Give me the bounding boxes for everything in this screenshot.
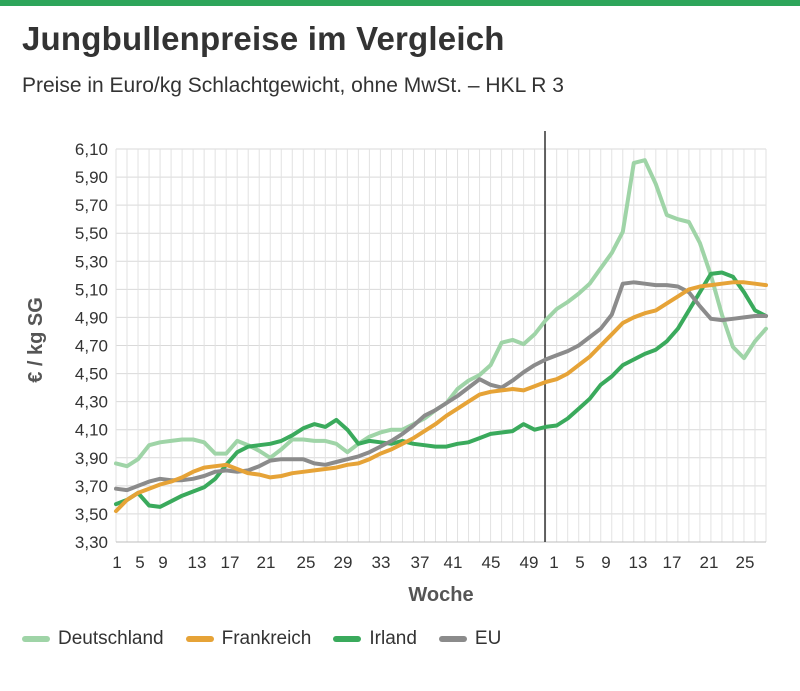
x-tick-label: 5 bbox=[575, 553, 584, 572]
x-tick-label: 17 bbox=[663, 553, 682, 572]
x-tick-label: 25 bbox=[297, 553, 316, 572]
y-tick-label: 4,70 bbox=[75, 337, 108, 356]
y-axis-label: € / kg SG bbox=[25, 297, 47, 383]
legend-label: Frankreich bbox=[221, 628, 312, 649]
x-tick-label: 49 bbox=[520, 553, 539, 572]
legend-item-irland: Irland bbox=[333, 628, 417, 650]
x-tick-label: 33 bbox=[372, 553, 391, 572]
legend-swatch bbox=[22, 636, 50, 642]
legend: Deutschland Frankreich Irland EU bbox=[22, 628, 523, 650]
x-tick-label: 21 bbox=[700, 553, 719, 572]
x-tick-label: 5 bbox=[135, 553, 144, 572]
y-tick-label: 5,10 bbox=[75, 280, 108, 299]
x-tick-label: 9 bbox=[158, 553, 167, 572]
y-tick-label: 5,50 bbox=[75, 224, 108, 243]
legend-swatch bbox=[438, 636, 467, 642]
x-tick-label: 21 bbox=[257, 553, 276, 572]
x-tick-label: 37 bbox=[411, 553, 430, 572]
series-line-irland bbox=[114, 270, 768, 509]
legend-swatch bbox=[185, 636, 214, 642]
x-tick-label: 13 bbox=[629, 553, 648, 572]
x-tick-label: 45 bbox=[482, 553, 501, 572]
gridlines bbox=[115, 148, 767, 543]
legend-label: Deutschland bbox=[58, 628, 164, 649]
y-tick-label: 6,10 bbox=[75, 140, 108, 159]
top-accent-bar bbox=[0, 0, 800, 6]
legend-item-eu: EU bbox=[438, 628, 502, 650]
legend-item-deutschland: Deutschland bbox=[22, 628, 164, 650]
x-tick-label: 29 bbox=[334, 553, 353, 572]
series-line-frankreich bbox=[114, 280, 768, 514]
x-axis-tick-labels: 1 5 9 13 17 21 25 29 33 37 41 45 49 1 5 9 13 17 21 25 bbox=[112, 553, 754, 572]
x-tick-label: 9 bbox=[601, 553, 610, 572]
x-tick-label: 41 bbox=[444, 553, 463, 572]
y-axis-tick-labels: 6,10 5,90 5,70 5,50 5,30 5,10 4,90 4,70 4,50 4,30… bbox=[75, 140, 108, 552]
chart-title: Jungbullenpreise im Vergleich bbox=[22, 20, 505, 57]
series-line-eu bbox=[114, 280, 768, 493]
y-tick-label: 4,30 bbox=[75, 393, 108, 412]
y-tick-label: 5,70 bbox=[75, 196, 108, 215]
x-tick-label: 13 bbox=[188, 553, 207, 572]
x-tick-label: 1 bbox=[549, 553, 558, 572]
legend-swatch bbox=[333, 636, 362, 642]
legend-label: Irland bbox=[369, 628, 417, 649]
x-tick-label: 17 bbox=[221, 553, 240, 572]
x-tick-label: 1 bbox=[112, 553, 121, 572]
series-lines bbox=[114, 158, 768, 514]
x-tick-label: 25 bbox=[736, 553, 755, 572]
y-tick-label: 4,10 bbox=[75, 421, 108, 440]
y-tick-label: 4,90 bbox=[75, 308, 108, 327]
legend-label: EU bbox=[474, 628, 502, 649]
legend-item-frankreich: Frankreich bbox=[185, 628, 312, 650]
y-tick-label: 4,50 bbox=[75, 365, 108, 384]
y-tick-label: 3,30 bbox=[75, 533, 108, 552]
y-tick-label: 5,30 bbox=[75, 252, 108, 271]
x-axis-label: Woche bbox=[408, 584, 473, 606]
chart-subtitle: Preise in Euro/kg Schlachtgewicht, ohne … bbox=[22, 74, 564, 97]
y-tick-label: 3,50 bbox=[75, 505, 108, 524]
y-tick-label: 3,90 bbox=[75, 449, 108, 468]
y-tick-label: 5,90 bbox=[75, 168, 108, 187]
y-tick-label: 3,70 bbox=[75, 477, 108, 496]
